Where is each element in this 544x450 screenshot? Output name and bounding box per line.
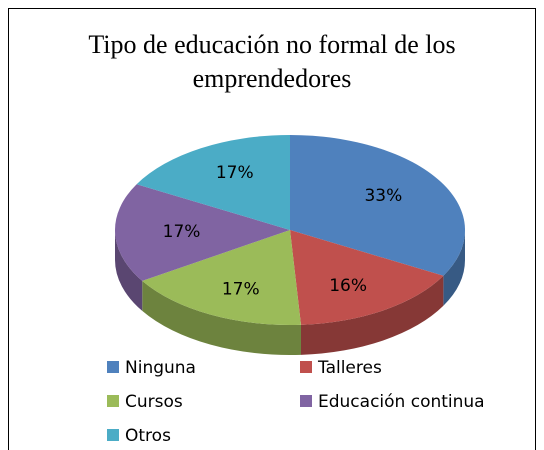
legend-swatch <box>107 429 119 441</box>
legend-label: Otros <box>125 426 171 446</box>
legend-swatch <box>300 395 312 407</box>
slice-side <box>300 275 444 355</box>
slice <box>115 184 290 281</box>
slice <box>290 135 466 276</box>
data-label: 33% <box>364 186 402 206</box>
legend-label: Ninguna <box>125 358 196 378</box>
legend-label: Educación continua <box>318 392 485 412</box>
chart-border <box>8 8 536 450</box>
slice <box>290 230 444 325</box>
legend-swatch <box>107 361 119 373</box>
legend-label: Talleres <box>317 358 382 378</box>
chart-title: Tipo de educación no formal de los empre… <box>88 30 456 93</box>
data-label: 17% <box>222 279 260 299</box>
slice-side <box>443 230 465 306</box>
data-label: 17% <box>216 163 254 183</box>
slice-side <box>115 230 143 311</box>
legend-swatch <box>107 395 119 407</box>
legend-swatch <box>300 361 312 373</box>
data-label: 17% <box>163 222 201 242</box>
slice-side <box>142 280 301 355</box>
slice <box>136 135 290 230</box>
legend-label: Cursos <box>125 392 183 412</box>
slice <box>142 230 301 325</box>
data-label: 16% <box>329 276 367 296</box>
